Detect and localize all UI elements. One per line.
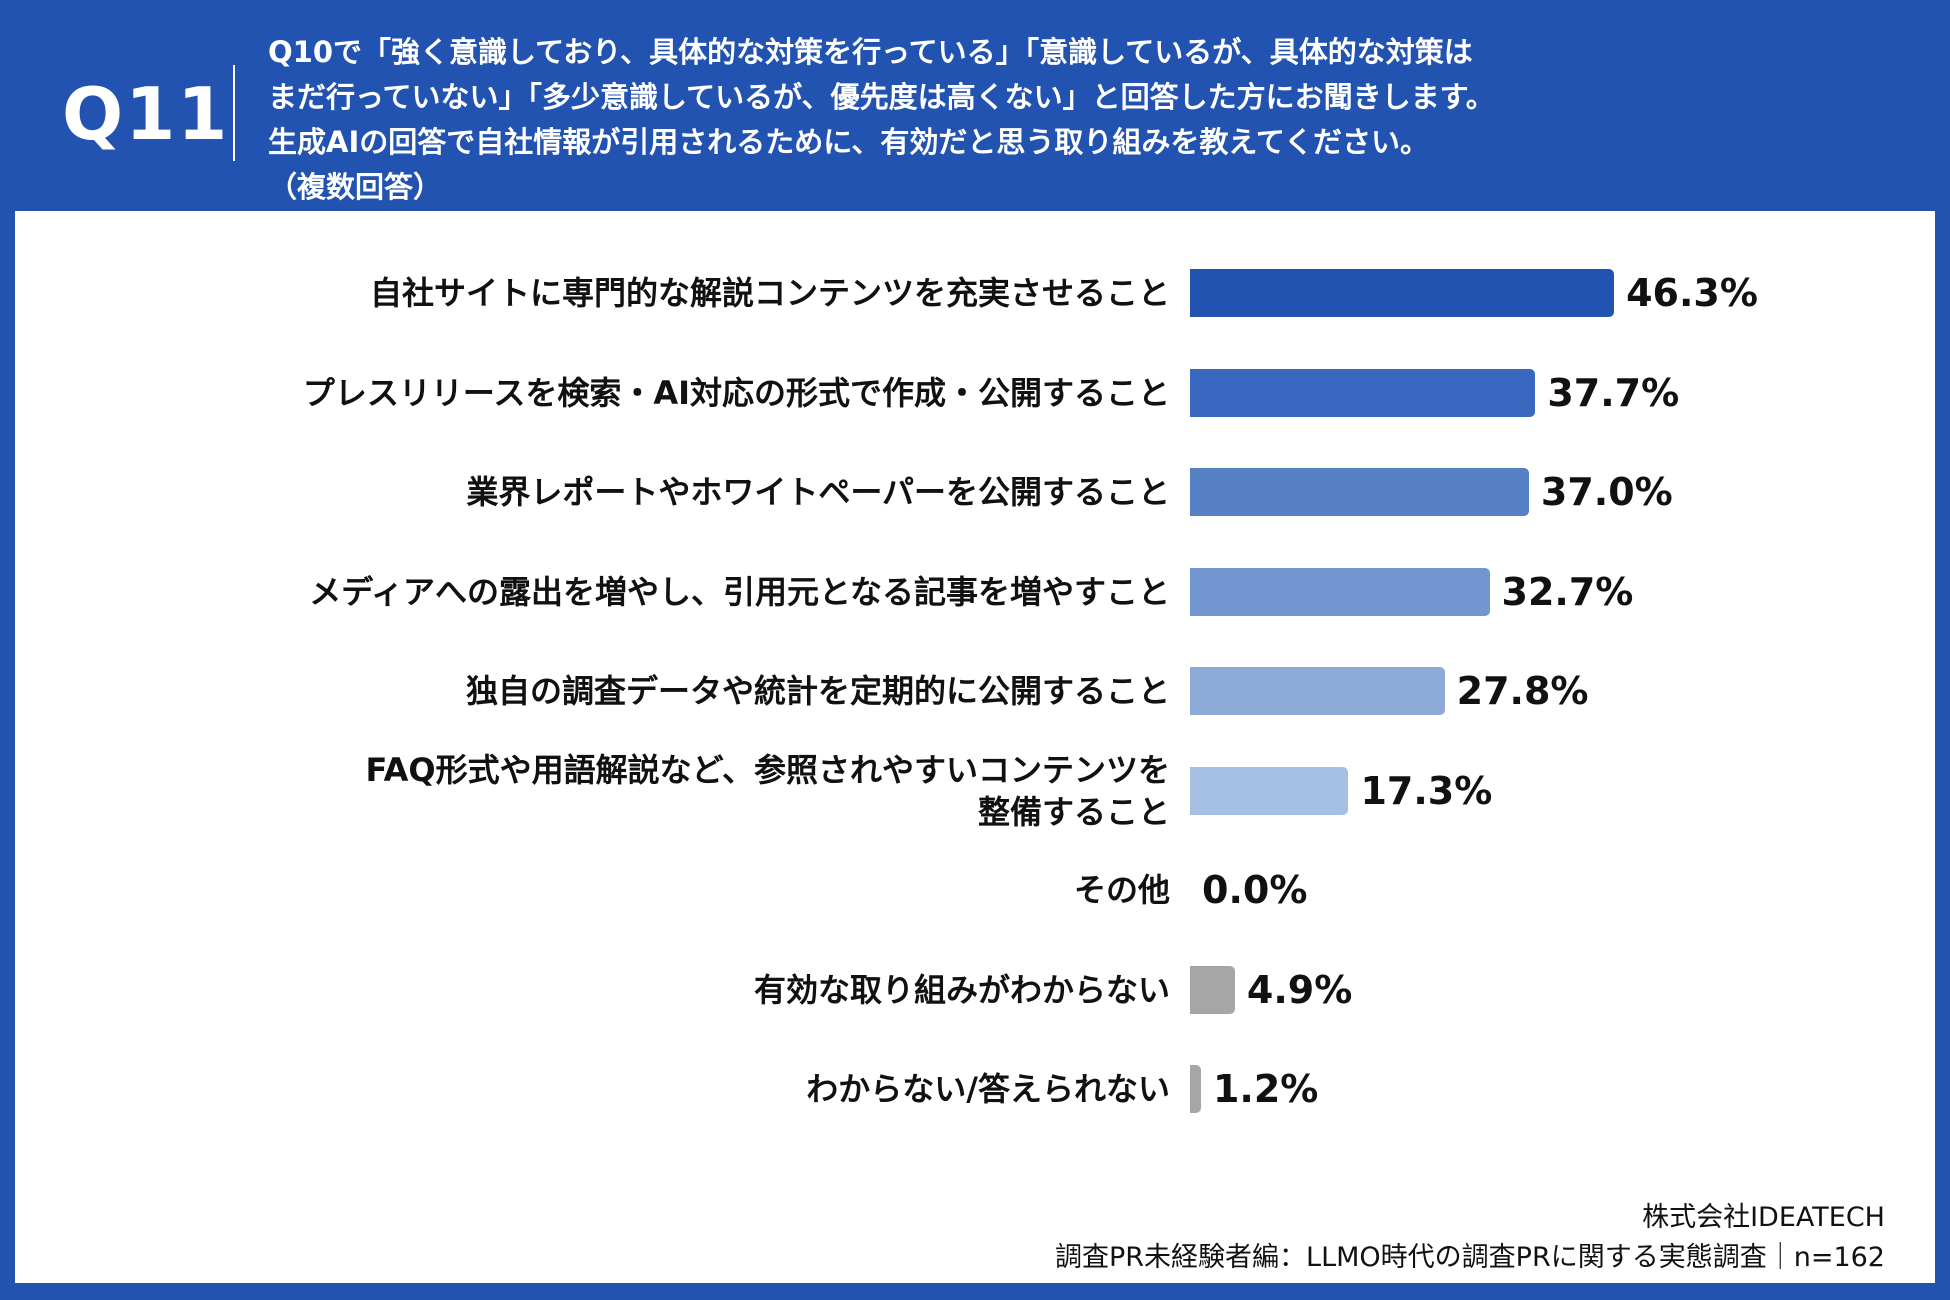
bar-row: その他 0.0% bbox=[0, 866, 1950, 914]
value-label: 46.3% bbox=[1626, 271, 1758, 315]
bar bbox=[1190, 1065, 1201, 1113]
value-label: 4.9% bbox=[1246, 967, 1353, 1012]
bar-row: 有効な取り組みがわからない 4.9% bbox=[0, 965, 1950, 1014]
question-line: （複数回答） bbox=[268, 170, 443, 204]
category-label: 自社サイトに専門的な解説コンテンツを充実させること bbox=[369, 274, 1170, 312]
question-text: Q10で「強く意識しており、具体的な対策を行っている」「意識しているが、具体的な… bbox=[268, 30, 1495, 210]
question-line: Q10で「強く意識しており、具体的な対策を行っている」「意識しているが、具体的な… bbox=[268, 35, 1473, 69]
footer-company: 株式会社IDEATECH bbox=[1642, 1202, 1885, 1233]
footer-survey: 調査PR未経験者編：LLMO時代の調査PRに関する実態調査｜n=162 bbox=[1055, 1242, 1885, 1273]
bar-row: プレスリリースを検索・AI対応の形式で作成・公開すること 37.7% bbox=[0, 368, 1950, 417]
category-label: プレスリリースを検索・AI対応の形式で作成・公開すること bbox=[302, 373, 1170, 412]
category-label: その他 bbox=[1073, 871, 1170, 909]
value-label: 17.3% bbox=[1360, 768, 1493, 813]
category-label: FAQ形式や用語解説など、参照されやすいコンテンツを 整備すること bbox=[365, 750, 1170, 831]
value-label: 1.2% bbox=[1212, 1067, 1319, 1111]
bar-row: FAQ形式や用語解説など、参照されやすいコンテンツを 整備すること 17.3% bbox=[0, 751, 1950, 831]
value-label: 27.8% bbox=[1456, 669, 1589, 713]
bar bbox=[1190, 965, 1235, 1014]
bar-row: 業界レポートやホワイトペーパーを公開すること 37.0% bbox=[0, 468, 1950, 516]
category-label: メディアへの露出を増やし、引用元となる記事を増やすこと bbox=[309, 572, 1170, 611]
question-number: Q11 bbox=[62, 72, 230, 156]
chart-panel bbox=[15, 211, 1935, 1283]
category-label: 業界レポートやホワイトペーパーを公開すること bbox=[466, 473, 1170, 511]
bar-row: 独自の調査データや統計を定期的に公開すること 27.8% bbox=[0, 667, 1950, 715]
header-divider bbox=[233, 65, 235, 161]
question-line: まだ行っていない」「多少意識しているが、優先度は高くない」と回答した方にお聞きし… bbox=[268, 80, 1495, 114]
bar bbox=[1190, 766, 1349, 815]
bar-row: 自社サイトに専門的な解説コンテンツを充実させること 46.3% bbox=[0, 269, 1950, 317]
bar bbox=[1190, 368, 1536, 417]
bar bbox=[1190, 567, 1490, 616]
category-label: わからない/答えられない bbox=[806, 1070, 1170, 1108]
bar bbox=[1190, 269, 1615, 317]
bar bbox=[1190, 468, 1529, 516]
value-label: 37.0% bbox=[1540, 470, 1673, 514]
bar-row: わからない/答えられない 1.2% bbox=[0, 1065, 1950, 1113]
bar bbox=[1190, 667, 1445, 715]
value-label: 0.0% bbox=[1202, 868, 1308, 912]
category-label: 有効な取り組みがわからない bbox=[753, 970, 1170, 1009]
question-line: 生成AIの回答で自社情報が引用されるために、有効だと思う取り組みを教えてください… bbox=[268, 125, 1430, 159]
bar-row: メディアへの露出を増やし、引用元となる記事を増やすこと 32.7% bbox=[0, 567, 1950, 616]
value-label: 32.7% bbox=[1501, 569, 1634, 614]
value-label: 37.7% bbox=[1547, 370, 1680, 415]
category-label: 独自の調査データや統計を定期的に公開すること bbox=[465, 672, 1170, 710]
